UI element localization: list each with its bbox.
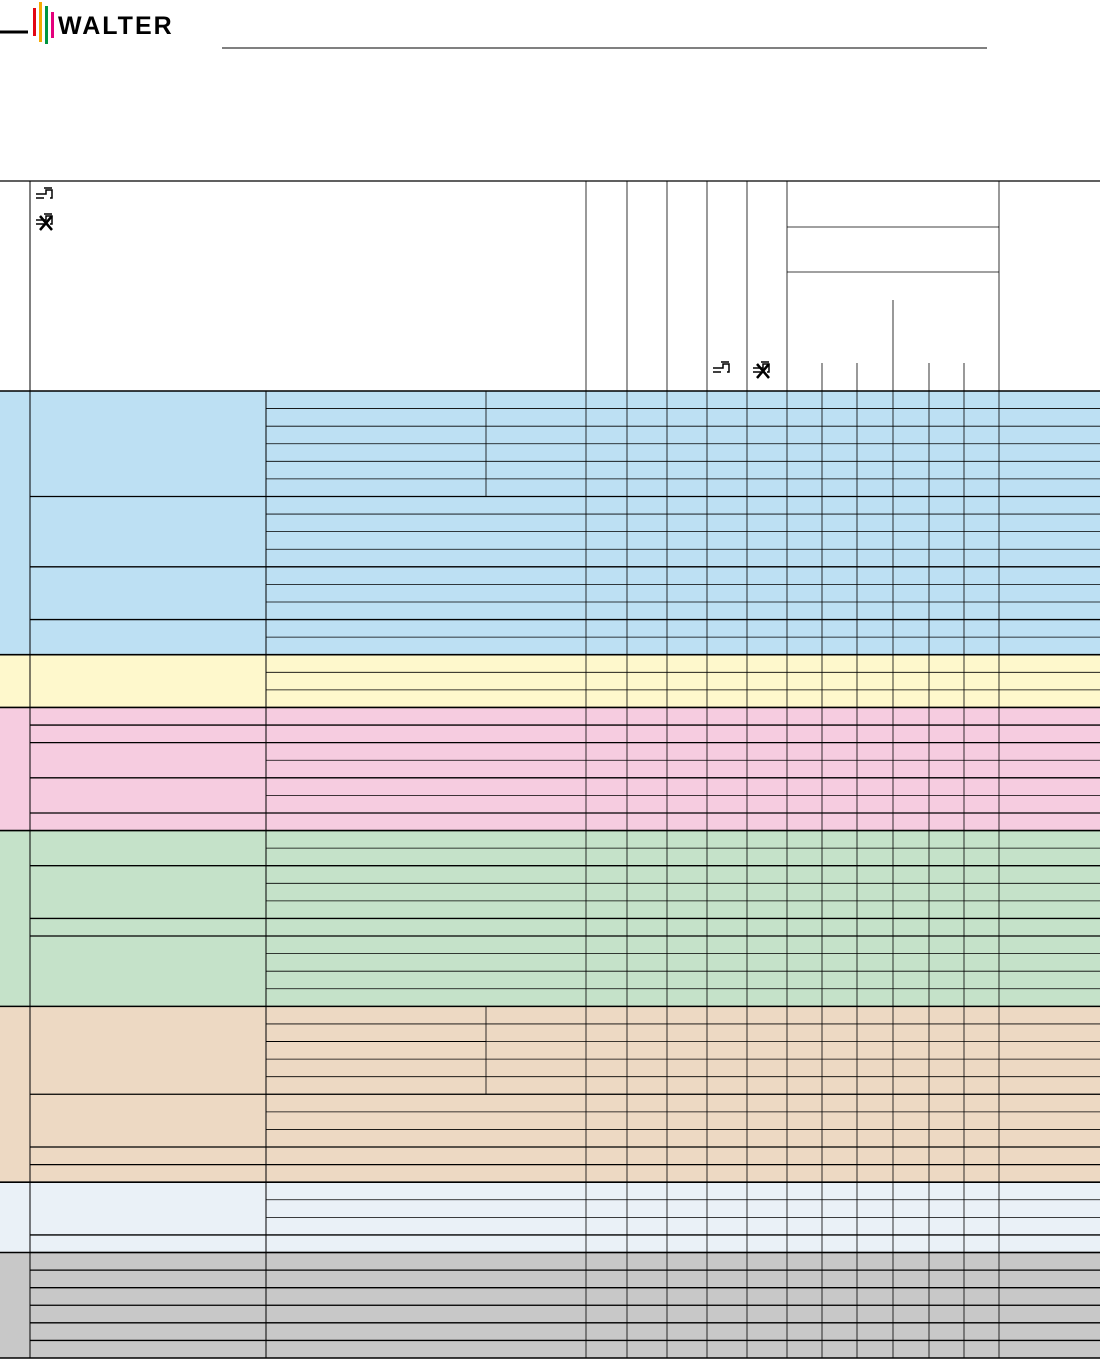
group-band	[0, 391, 1100, 655]
logo: WALTER	[0, 2, 174, 44]
coolant-icon	[713, 361, 730, 373]
group-band	[0, 654, 1100, 708]
logo-text: WALTER	[58, 12, 174, 40]
table	[0, 180, 1100, 1359]
coolant-cross	[39, 215, 53, 231]
coolant-cross	[756, 363, 770, 379]
coolant-icon	[36, 187, 53, 199]
group-band	[0, 707, 1100, 831]
